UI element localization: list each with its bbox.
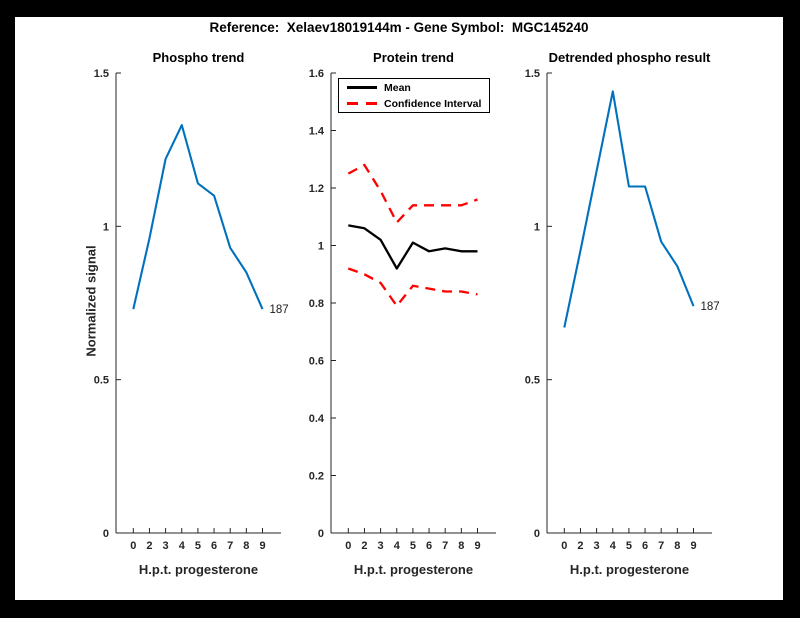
svg-text:1.4: 1.4 — [309, 126, 325, 138]
x-axis-label-protein: H.p.t. progesterone — [353, 562, 474, 577]
legend-item-confidence-interval: Confidence Interval — [339, 96, 489, 111]
svg-text:8: 8 — [243, 540, 249, 552]
svg-text:0.5: 0.5 — [525, 375, 540, 387]
svg-text:9: 9 — [259, 540, 265, 552]
protein-trend-chart: 00.20.40.60.811.21.41.60 2 3 4 5 6 7 8 9 — [309, 68, 496, 552]
svg-text:5: 5 — [626, 540, 632, 552]
svg-text:1.6: 1.6 — [309, 68, 324, 80]
svg-text:8: 8 — [674, 540, 680, 552]
svg-text:0.8: 0.8 — [309, 298, 324, 310]
subplot-title-detrended-phospho: Detrended phospho result — [548, 50, 711, 65]
svg-text:0.2: 0.2 — [309, 471, 324, 483]
subplot-title-phospho-trend: Phospho trend — [152, 50, 245, 65]
svg-text:0: 0 — [318, 528, 324, 540]
svg-text:1: 1 — [534, 221, 540, 233]
svg-text:0: 0 — [534, 528, 540, 540]
figure-canvas: Reference: Xelaev18019144m - Gene Symbol… — [15, 17, 783, 600]
svg-text:5: 5 — [410, 540, 416, 552]
svg-text:4: 4 — [394, 540, 401, 552]
svg-text:9: 9 — [474, 540, 480, 552]
legend: Mean Confidence Interval — [338, 78, 490, 113]
svg-text:0: 0 — [345, 540, 351, 552]
svg-text:7: 7 — [658, 540, 664, 552]
svg-text:6: 6 — [211, 540, 217, 552]
svg-text:9: 9 — [690, 540, 696, 552]
svg-text:1.5: 1.5 — [525, 68, 540, 80]
svg-text:187: 187 — [270, 304, 289, 316]
legend-label-mean: Mean — [384, 81, 411, 94]
legend-label-confidence-interval: Confidence Interval — [384, 97, 482, 110]
svg-text:187: 187 — [701, 301, 720, 313]
svg-text:7: 7 — [442, 540, 448, 552]
svg-text:0.4: 0.4 — [309, 413, 325, 425]
svg-text:2: 2 — [146, 540, 152, 552]
subplot-title-protein-trend: Protein trend — [373, 50, 454, 65]
svg-text:7: 7 — [227, 540, 233, 552]
figure-title: Reference: Xelaev18019144m - Gene Symbol… — [209, 20, 589, 35]
svg-text:1.2: 1.2 — [309, 183, 324, 195]
confidence-interval-line-sample-icon — [347, 102, 377, 105]
svg-text:3: 3 — [594, 540, 600, 552]
x-axis-label-detrended: H.p.t. progesterone — [569, 562, 690, 577]
svg-text:1: 1 — [318, 241, 324, 253]
svg-text:3: 3 — [378, 540, 384, 552]
svg-text:6: 6 — [426, 540, 432, 552]
mean-line-sample-icon — [347, 86, 377, 89]
svg-text:5: 5 — [195, 540, 201, 552]
svg-text:4: 4 — [179, 540, 186, 552]
legend-item-mean: Mean — [339, 80, 489, 95]
svg-text:0: 0 — [103, 528, 109, 540]
svg-text:1.5: 1.5 — [94, 68, 109, 80]
svg-text:0.5: 0.5 — [94, 375, 109, 387]
svg-text:2: 2 — [577, 540, 583, 552]
svg-text:0: 0 — [130, 540, 136, 552]
x-axis-label-phospho: H.p.t. progesterone — [138, 562, 259, 577]
svg-text:6: 6 — [642, 540, 648, 552]
svg-text:0.6: 0.6 — [309, 356, 324, 368]
y-axis-label-normalized-signal: Normalized signal — [83, 245, 99, 357]
svg-text:2: 2 — [361, 540, 367, 552]
svg-text:3: 3 — [163, 540, 169, 552]
svg-text:8: 8 — [458, 540, 464, 552]
svg-text:4: 4 — [610, 540, 617, 552]
svg-text:1: 1 — [103, 221, 109, 233]
svg-text:0: 0 — [561, 540, 567, 552]
